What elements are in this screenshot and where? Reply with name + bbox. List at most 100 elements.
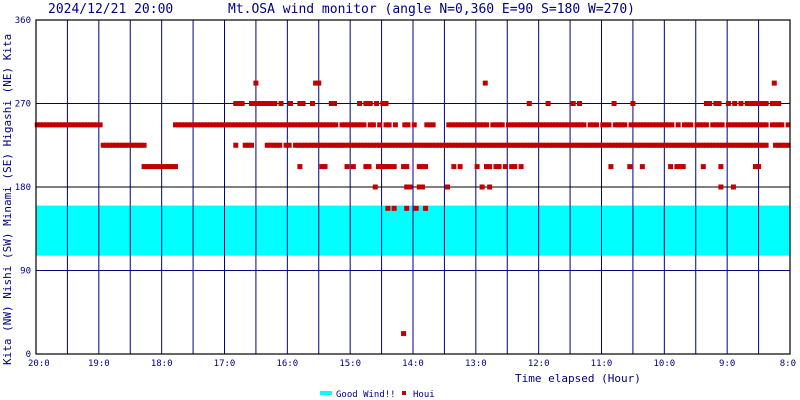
x-tick-label: 15:0	[339, 359, 361, 369]
houi-point	[677, 164, 683, 170]
houi-point	[578, 142, 584, 148]
houi-point	[271, 142, 277, 148]
houi-point	[103, 142, 109, 148]
houi-point	[270, 122, 276, 128]
houi-point	[732, 101, 738, 106]
houi-point	[729, 142, 735, 148]
houi-point	[735, 122, 741, 128]
houi-point	[512, 164, 518, 170]
houi-point	[185, 122, 191, 128]
houi-point	[56, 122, 62, 128]
houi-point	[644, 122, 650, 128]
side-label-group: Kita (NW) Nishi (SW) Minami (SE) Higashi…	[1, 34, 14, 365]
legend-houi-label: Houi	[413, 390, 435, 400]
houi-point	[411, 142, 417, 148]
houi-point	[716, 101, 722, 106]
houi-point	[377, 142, 383, 148]
houi-point	[358, 142, 364, 148]
houi-point	[421, 142, 427, 148]
houi-point	[625, 142, 631, 148]
houi-point	[581, 122, 587, 128]
houi-point	[188, 122, 194, 128]
houi-point	[141, 164, 147, 170]
houi-point	[328, 101, 334, 106]
houi-point	[540, 122, 546, 128]
houi-point	[675, 142, 681, 148]
houi-point	[531, 142, 537, 148]
x-tick-label: 9:0	[719, 359, 735, 369]
houi-point	[163, 164, 169, 170]
houi-point	[383, 101, 389, 106]
houi-point	[264, 122, 270, 128]
houi-point	[499, 122, 505, 128]
houi-point	[309, 101, 315, 106]
houi-point	[713, 142, 719, 148]
houi-point	[666, 142, 672, 148]
houi-point	[380, 142, 386, 148]
houi-point	[249, 142, 255, 148]
houi-point	[147, 164, 153, 170]
houi-point	[305, 142, 311, 148]
houi-point	[416, 184, 422, 190]
houi-point	[526, 101, 532, 106]
houi-point	[235, 122, 241, 128]
y-tick-label: 180	[15, 183, 31, 193]
side-label: Kita	[1, 339, 14, 366]
houi-point	[597, 142, 603, 148]
houi-point	[656, 142, 662, 148]
houi-point	[366, 164, 372, 170]
houi-point	[776, 142, 782, 148]
houi-point	[694, 142, 700, 148]
houi-point	[680, 164, 686, 170]
houi-point	[267, 142, 273, 148]
houi-point	[372, 184, 378, 190]
houi-point	[297, 164, 303, 170]
chart-title: Mt.OSA wind monitor (angle N=0,360 E=90 …	[228, 2, 635, 17]
houi-point	[779, 122, 785, 128]
houi-point	[423, 164, 429, 170]
houi-point	[297, 101, 303, 106]
houi-point	[339, 142, 345, 148]
houi-point	[744, 101, 750, 106]
houi-point	[719, 142, 725, 148]
houi-point	[493, 122, 499, 128]
side-label: Higashi	[1, 100, 14, 153]
houi-point	[210, 122, 216, 128]
houi-point	[125, 142, 131, 148]
houi-point	[141, 142, 147, 148]
houi-point	[735, 142, 741, 148]
houi-point	[776, 122, 782, 128]
houi-point	[113, 142, 119, 148]
houi-point	[773, 122, 779, 128]
houi-point	[644, 142, 650, 148]
houi-point	[452, 142, 458, 148]
houi-point	[590, 142, 596, 148]
houi-point	[509, 142, 515, 148]
houi-point	[72, 122, 78, 128]
houi-point	[324, 142, 330, 148]
side-label: (NW)	[1, 305, 14, 338]
houi-point	[653, 122, 659, 128]
houi-point	[418, 142, 424, 148]
houi-point	[198, 122, 204, 128]
houi-point	[543, 142, 549, 148]
houi-point	[357, 101, 363, 106]
houi-point	[688, 142, 694, 148]
houi-point	[320, 122, 326, 128]
houi-point	[44, 122, 50, 128]
houi-point	[732, 122, 738, 128]
houi-point	[375, 164, 381, 170]
houi-point	[669, 142, 675, 148]
houi-point	[760, 122, 766, 128]
houi-point	[634, 142, 640, 148]
houi-point	[756, 164, 762, 170]
houi-point	[445, 184, 451, 190]
houi-point	[593, 142, 599, 148]
houi-point	[367, 101, 373, 106]
houi-point	[468, 142, 474, 148]
houi-point	[172, 122, 178, 128]
houi-point	[713, 122, 719, 128]
x-tick-label: 13:0	[465, 359, 487, 369]
houi-point	[286, 142, 292, 148]
houi-point	[468, 122, 474, 128]
